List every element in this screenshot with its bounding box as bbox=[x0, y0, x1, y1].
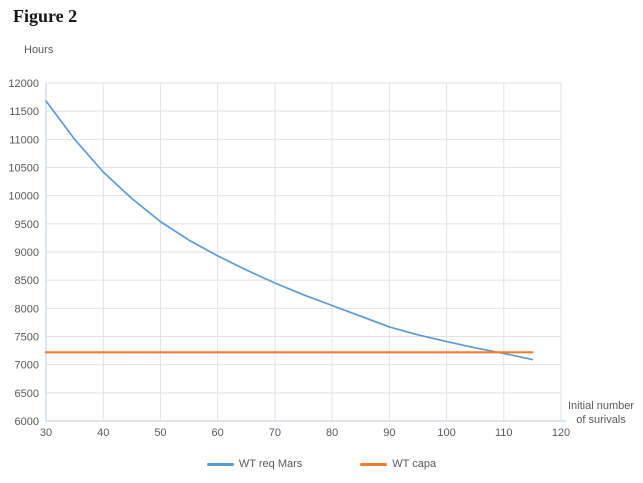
x-axis-title-line-1: Initial number bbox=[567, 400, 635, 412]
legend-item-wt-req-mars: WT req Mars bbox=[206, 458, 303, 470]
x-tick-label: 60 bbox=[212, 427, 224, 439]
y-tick-label: 7000 bbox=[15, 360, 39, 372]
legend-label-wt-req-mars: WT req Mars bbox=[238, 458, 303, 470]
y-tick-label: 9500 bbox=[15, 219, 39, 231]
x-tick-label: 100 bbox=[437, 427, 455, 439]
x-axis-title: Initial number of surivals bbox=[560, 399, 642, 427]
y-tick-label: 8500 bbox=[15, 275, 39, 287]
x-tick-label: 40 bbox=[97, 427, 109, 439]
y-tick-label: 7500 bbox=[15, 332, 39, 344]
legend-item-wt-capa: WT capa bbox=[360, 458, 436, 470]
wt-capa-line-swatch bbox=[360, 462, 388, 466]
y-tick-label: 10500 bbox=[8, 163, 39, 175]
y-tick-label: 12000 bbox=[8, 78, 39, 90]
x-tick-label: 110 bbox=[495, 427, 513, 439]
y-tick-label: 8000 bbox=[15, 303, 39, 315]
wt-req-mars-line-swatch bbox=[206, 462, 234, 466]
y-axis-title: Hours bbox=[24, 44, 54, 56]
series-line-wt-req-mars bbox=[45, 100, 534, 361]
y-tick-label: 6000 bbox=[15, 416, 39, 428]
y-tick-label: 11000 bbox=[9, 134, 39, 146]
figure-title: Figure 2 bbox=[13, 6, 78, 26]
legend-label-wt-capa: WT capa bbox=[392, 458, 437, 470]
x-tick-label: 90 bbox=[383, 427, 395, 439]
x-tick-label: 120 bbox=[552, 427, 570, 439]
y-tick-label: 10000 bbox=[8, 191, 39, 203]
y-tick-label: 9000 bbox=[15, 247, 39, 259]
x-tick-label: 80 bbox=[326, 427, 338, 439]
y-tick-label: 6500 bbox=[15, 388, 39, 400]
x-tick-label: 30 bbox=[40, 427, 52, 439]
chart-legend: WT req Mars WT capa bbox=[0, 458, 643, 470]
x-tick-label: 70 bbox=[269, 427, 281, 439]
x-tick-label: 50 bbox=[154, 427, 166, 439]
y-tick-label: 11500 bbox=[9, 106, 39, 118]
x-axis-title-line-2: of surivals bbox=[576, 414, 626, 426]
